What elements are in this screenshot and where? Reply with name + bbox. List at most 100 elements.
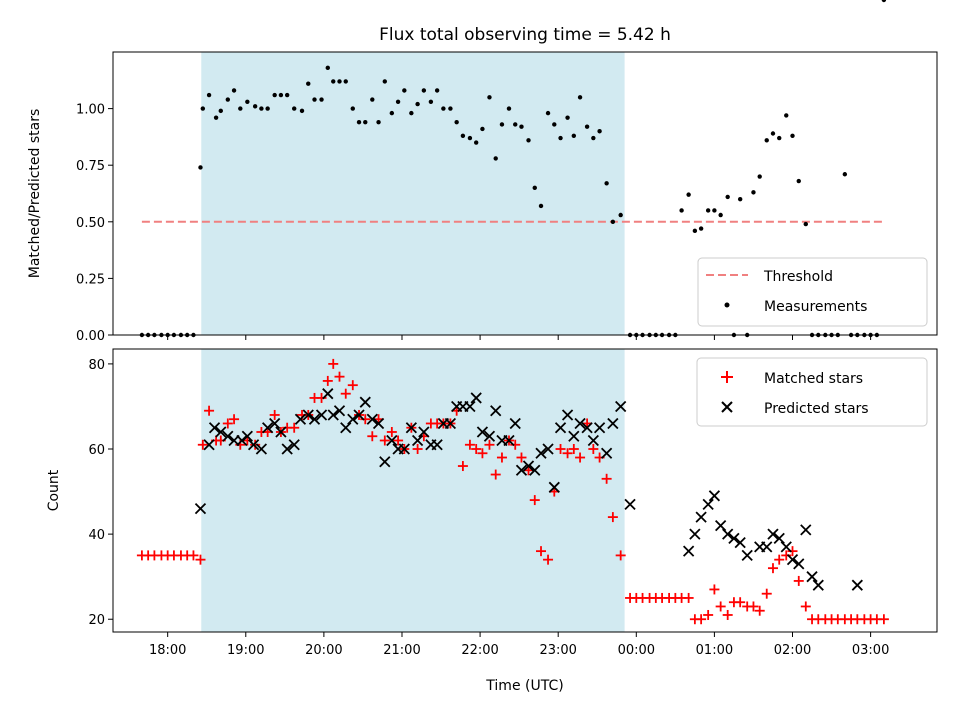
measurement-point (312, 97, 317, 102)
predicted-star-point (695, 511, 707, 523)
y-tick-label: 40 (88, 528, 105, 543)
measurement-point (784, 113, 789, 118)
predicted-star-point (522, 460, 535, 472)
measurement-point (231, 88, 237, 93)
measurement-point (764, 138, 769, 143)
matched-star-point (761, 588, 772, 599)
matched-star-point (393, 435, 404, 446)
measurement-point (558, 135, 563, 141)
predicted-star-point (503, 434, 515, 447)
matched-star-point (222, 418, 233, 429)
matched-star-point (386, 426, 397, 437)
measurement-point (506, 106, 512, 111)
top-panel-shaded-span (201, 52, 625, 335)
measurement-point (757, 174, 762, 179)
matched-star-point (496, 452, 507, 463)
measurement-point (213, 115, 219, 120)
matched-star-point (555, 444, 566, 455)
x-axis-label: Time (UTC) (485, 678, 563, 694)
measurement-point (382, 79, 388, 84)
measurement-point (389, 110, 395, 116)
predicted-star-point (728, 532, 740, 545)
legend-measurements-label: Measurements (764, 299, 867, 315)
measurement-point (370, 97, 375, 102)
predicted-star-point (262, 422, 274, 434)
matched-star-point (601, 473, 612, 484)
matched-star-point (464, 439, 475, 450)
matched-star-point (457, 461, 468, 472)
matched-star-point (568, 444, 579, 455)
measurement-point (552, 122, 557, 127)
matched-star-point (562, 448, 573, 459)
measurement-point (545, 110, 551, 116)
measurement-point (493, 156, 498, 161)
matched-star-point (477, 448, 488, 459)
measurement-point (292, 106, 297, 111)
measurement-point (395, 99, 401, 105)
measurement-point (725, 194, 730, 200)
matched-star-point (607, 512, 618, 523)
predicted-star-point (587, 434, 599, 447)
predicted-star-point (315, 409, 328, 421)
predicted-star-point (398, 443, 410, 455)
predicted-star-point (806, 571, 818, 583)
matched-star-point (774, 554, 785, 565)
bottom-legend: Matched stars Predicted stars (696, 357, 928, 427)
matched-star-point (735, 597, 746, 608)
legend-threshold-label: Threshold (763, 269, 833, 285)
predicted-star-point (372, 417, 385, 430)
matched-star-point (471, 444, 482, 455)
measurement-point (610, 219, 616, 224)
predicted-star-point (682, 545, 695, 557)
measurement-point (421, 88, 427, 93)
x-tick-label: 01:00 (696, 643, 733, 658)
measurement-point (499, 122, 505, 127)
matched-star-point (754, 605, 765, 616)
measurement-point (409, 110, 414, 116)
bottom-y-axis-label: Count (46, 469, 62, 511)
predicted-star-point (194, 502, 207, 515)
predicted-star-point (366, 413, 378, 425)
x-tick-label: 00:00 (618, 643, 655, 658)
y-tick-label: 0.50 (76, 216, 105, 231)
bottom-panel-frame (112, 348, 938, 633)
y-tick-label: 1.00 (76, 103, 105, 118)
measurement-point (441, 106, 446, 111)
top-legend-box (697, 257, 928, 327)
predicted-star-point (529, 464, 541, 476)
measurement-point (571, 133, 577, 138)
bottom-y-axis: 20 40 60 80 (88, 358, 113, 628)
predicted-star-point (689, 528, 701, 540)
matched-star-point (188, 550, 199, 561)
predicted-star-point (353, 409, 365, 421)
y-tick-label: 20 (88, 613, 105, 628)
measurement-point (325, 65, 330, 71)
matched-star-point (347, 380, 358, 391)
measurement-point (272, 92, 277, 98)
top-panel-frame (112, 51, 938, 336)
matched-star-point (204, 405, 215, 416)
measurement-point (538, 203, 544, 209)
predicted-star-point (347, 413, 359, 425)
x-tick-label: 23:00 (539, 643, 576, 658)
predicted-star-point (624, 498, 636, 510)
measurement-point (259, 106, 264, 111)
predicted-star-point (761, 541, 773, 553)
predicted-star-point (269, 417, 281, 430)
measurement-point (584, 124, 590, 129)
predicted-star-point (734, 536, 746, 549)
matched-star-point (334, 371, 345, 382)
predicted-star-point (800, 524, 812, 536)
predicted-star-point (812, 579, 824, 591)
predicted-star-point (470, 392, 482, 404)
matched-star-point (709, 584, 720, 595)
predicted-star-point (247, 439, 260, 451)
matched-star-point (322, 375, 333, 386)
predicted-star-point (208, 422, 221, 434)
matched-star-point (767, 563, 778, 574)
predicted-star-point (281, 443, 293, 455)
matched-star-point (379, 435, 390, 446)
predicted-star-point (708, 490, 721, 502)
matched-star-point (575, 452, 586, 463)
predicted-star-point (222, 430, 234, 442)
